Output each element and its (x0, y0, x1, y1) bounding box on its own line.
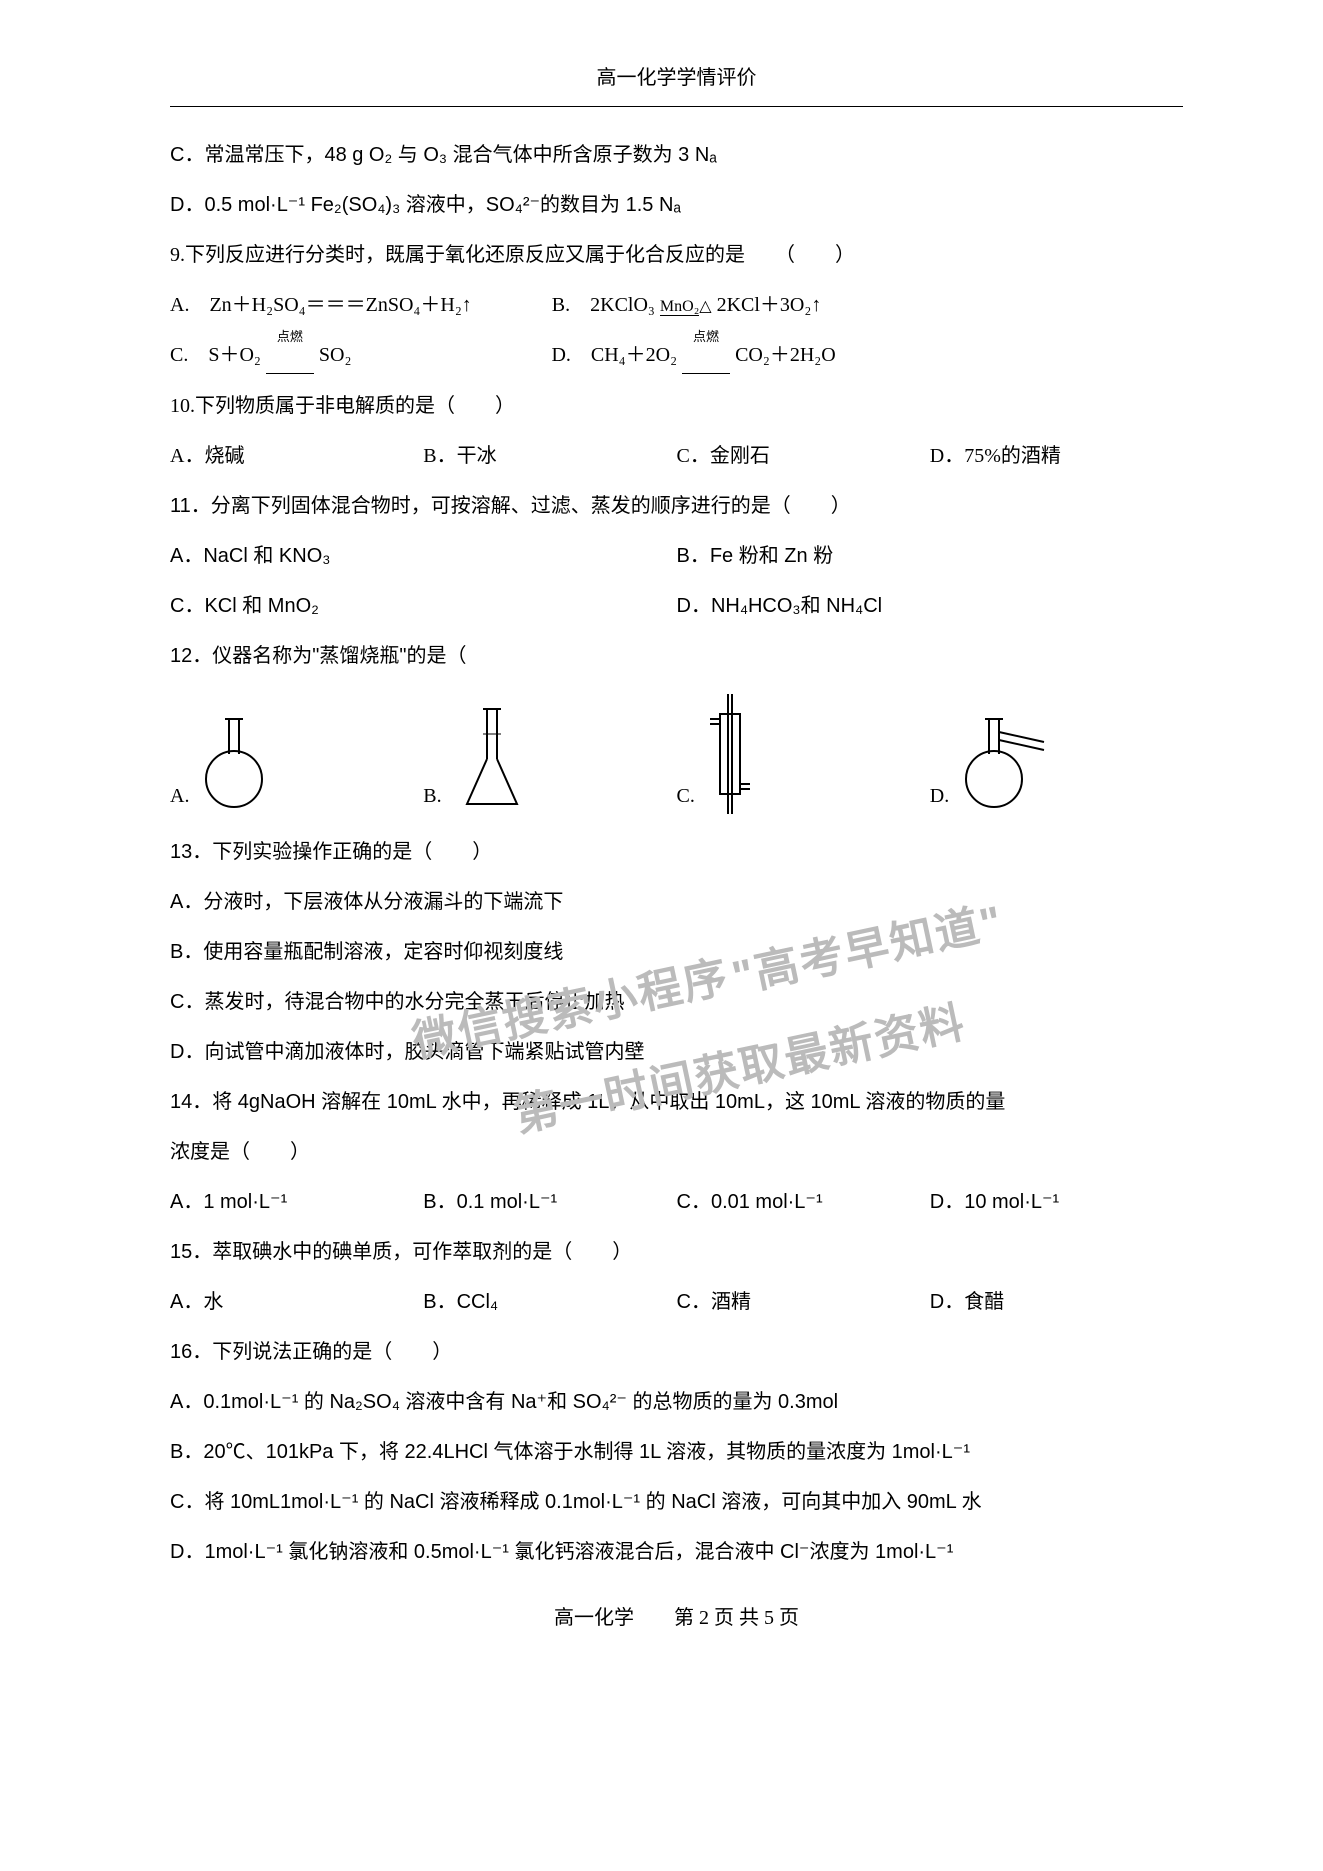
q9-row2: C. S＋O₂ SO₂ D. CH₄＋2O₂ CO₂＋2H₂O (170, 337, 1183, 374)
q12-stem: 12．仪器名称为"蒸馏烧瓶"的是（ (170, 638, 1183, 674)
q9-opt-d: D. CH₄＋2O₂ CO₂＋2H₂O (551, 337, 835, 374)
q12-options: A. B. C. D. (170, 694, 1183, 814)
q9-row1: A. Zn＋H₂SO₄＝＝＝ZnSO₄＋H₂↑ B. 2KClO₃ MnO₂△ … (170, 287, 1183, 323)
q11-c: C．KCl 和 MnO₂ (170, 588, 677, 624)
q15-options: A．水 B．CCl₄ C．酒精 D．食醋 (170, 1284, 1183, 1320)
volumetric-flask-icon (452, 704, 532, 814)
q9b-pre: B. 2KClO₃ (552, 294, 655, 316)
q9d-pre: D. CH₄＋2O₂ (551, 344, 677, 366)
q15-b: B．CCl₄ (423, 1284, 676, 1320)
q12-opt-b: B. (423, 704, 676, 814)
page-header: 高一化学学情评价 (170, 60, 1183, 96)
q13-d: D．向试管中滴加液体时，胶头滴管下端紧贴试管内壁 (170, 1034, 1183, 1070)
q9d-post: CO₂＋2H₂O (735, 344, 836, 366)
q14-stem2: 浓度是（ ） (170, 1134, 1183, 1170)
q9c-pre: C. S＋O₂ (170, 344, 261, 366)
header-divider (170, 106, 1183, 107)
q9b-post: 2KCl＋3O₂↑ (717, 294, 822, 316)
q16-b: B．20℃、101kPa 下，将 22.4LHCl 气体溶于水制得 1L 溶液，… (170, 1434, 1183, 1470)
q14-c: C．0.01 mol·L⁻¹ (677, 1184, 930, 1220)
q14-d: D．10 mol·L⁻¹ (930, 1184, 1183, 1220)
q9b-top: MnO₂ (660, 298, 699, 316)
q12-d-label: D. (930, 778, 949, 814)
q9b-bot: △ (699, 298, 711, 315)
condenser-icon (705, 694, 755, 814)
q9-opt-a: A. Zn＋H₂SO₄＝＝＝ZnSO₄＋H₂↑ (170, 287, 472, 323)
q14-options: A．1 mol·L⁻¹ B．0.1 mol·L⁻¹ C．0.01 mol·L⁻¹… (170, 1184, 1183, 1220)
opt-c-line: C．常温常压下，48 g O₂ 与 O₃ 混合气体中所含原子数为 3 Nₐ (170, 137, 1183, 173)
q16-stem: 16．下列说法正确的是（ ） (170, 1334, 1183, 1370)
q9-opt-c: C. S＋O₂ SO₂ (170, 337, 351, 374)
q11-b: B．Fe 粉和 Zn 粉 (677, 538, 1184, 574)
q9-stem: 9.下列反应进行分类时，既属于氧化还原反应又属于化合反应的是 （ ） (170, 237, 1183, 273)
round-flask-icon (199, 714, 269, 814)
page-footer: 高一化学 第 2 页 共 5 页 (170, 1600, 1183, 1636)
q12-opt-c: C. (677, 694, 930, 814)
q14-stem: 14．将 4gNaOH 溶解在 10mL 水中，再稀释成 1L，从中取出 10m… (170, 1084, 1183, 1120)
q9c-arrow (266, 337, 314, 374)
q15-stem: 15．萃取碘水中的碘单质，可作萃取剂的是（ ） (170, 1234, 1183, 1270)
q12-opt-d: D. (930, 714, 1183, 814)
q10-c: C．金刚石 (677, 438, 930, 474)
q13-a: A．分液时，下层液体从分液漏斗的下端流下 (170, 884, 1183, 920)
q12-b-label: B. (423, 778, 441, 814)
q13-c: C．蒸发时，待混合物中的水分完全蒸干后停止加热 (170, 984, 1183, 1020)
q14-a: A．1 mol·L⁻¹ (170, 1184, 423, 1220)
q9d-arrow (682, 337, 730, 374)
q10-a: A．烧碱 (170, 438, 423, 474)
q11-row2: C．KCl 和 MnO₂ D．NH₄HCO₃和 NH₄Cl (170, 588, 1183, 624)
q11-d: D．NH₄HCO₃和 NH₄Cl (677, 588, 1184, 624)
q12-c-label: C. (677, 778, 695, 814)
opt-d-line: D．0.5 mol·L⁻¹ Fe₂(SO₄)₃ 溶液中，SO₄²⁻的数目为 1.… (170, 187, 1183, 223)
q15-d: D．食醋 (930, 1284, 1183, 1320)
distillation-flask-icon (959, 714, 1059, 814)
q10-stem: 10.下列物质属于非电解质的是（ ） (170, 388, 1183, 424)
q9-opt-b: B. 2KClO₃ MnO₂△ 2KCl＋3O₂↑ (552, 287, 822, 323)
q16-a: A．0.1mol·L⁻¹ 的 Na₂SO₄ 溶液中含有 Na⁺和 SO₄²⁻ 的… (170, 1384, 1183, 1420)
q10-d: D．75%的酒精 (930, 438, 1183, 474)
q12-opt-a: A. (170, 714, 423, 814)
q14-b: B．0.1 mol·L⁻¹ (423, 1184, 676, 1220)
q10-b: B．干冰 (423, 438, 676, 474)
q10-options: A．烧碱 B．干冰 C．金刚石 D．75%的酒精 (170, 438, 1183, 474)
q11-stem: 11．分离下列固体混合物时，可按溶解、过滤、蒸发的顺序进行的是（ ） (170, 488, 1183, 524)
q16-c: C．将 10mL1mol·L⁻¹ 的 NaCl 溶液稀释成 0.1mol·L⁻¹… (170, 1484, 1183, 1520)
q9c-post: SO₂ (319, 344, 352, 366)
q12-a-label: A. (170, 778, 189, 814)
q13-b: B．使用容量瓶配制溶液，定容时仰视刻度线 (170, 934, 1183, 970)
q15-a: A．水 (170, 1284, 423, 1320)
q11-row1: A．NaCl 和 KNO₃ B．Fe 粉和 Zn 粉 (170, 538, 1183, 574)
q15-c: C．酒精 (677, 1284, 930, 1320)
q16-d: D．1mol·L⁻¹ 氯化钠溶液和 0.5mol·L⁻¹ 氯化钙溶液混合后，混合… (170, 1534, 1183, 1570)
q11-a: A．NaCl 和 KNO₃ (170, 538, 677, 574)
q13-stem: 13．下列实验操作正确的是（ ） (170, 834, 1183, 870)
